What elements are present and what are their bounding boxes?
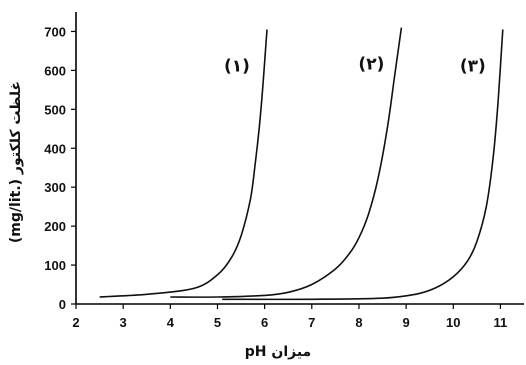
y-tick-label: 0 bbox=[59, 297, 66, 312]
x-tick-label: 4 bbox=[167, 315, 175, 330]
x-tick-label: 8 bbox=[355, 315, 362, 330]
series-label-3: (۳) bbox=[460, 57, 486, 77]
y-tick-label: 300 bbox=[44, 180, 66, 195]
y-tick-label: 600 bbox=[44, 63, 66, 78]
curves bbox=[99, 27, 504, 301]
series-label-1: (۱) bbox=[224, 57, 250, 77]
series-line-2 bbox=[170, 27, 403, 298]
y-tick-label: 500 bbox=[44, 102, 66, 117]
x-tick-label: 2 bbox=[72, 315, 79, 330]
x-tick-label: 11 bbox=[494, 315, 508, 330]
y-tick-label: 700 bbox=[44, 24, 66, 39]
x-tick-label: 10 bbox=[446, 315, 460, 330]
series-line-3 bbox=[222, 29, 504, 301]
y-tick-label: 400 bbox=[44, 141, 66, 156]
y-tick-label: 200 bbox=[44, 219, 66, 234]
x-tick-label: 5 bbox=[214, 315, 221, 330]
x-tick-label: 9 bbox=[402, 315, 409, 330]
y-axis-label: غلظت کلکتور (.mg/lit) bbox=[8, 81, 24, 243]
x-tick-label: 7 bbox=[308, 315, 315, 330]
series-line-1 bbox=[99, 29, 268, 298]
axes bbox=[75, 12, 524, 305]
x-tick-label: 6 bbox=[261, 315, 268, 330]
series-label-2: (۲) bbox=[358, 55, 384, 75]
curve-labels: (۱) (۲) (۳) bbox=[224, 55, 486, 77]
x-axis-label: میزان pH bbox=[245, 344, 311, 360]
ticks: 2 3 4 5 6 7 8 9 10 11 0 100 200 300 400 500 600 700 bbox=[44, 24, 507, 330]
y-tick-label: 100 bbox=[44, 258, 66, 273]
x-tick-label: 3 bbox=[120, 315, 127, 330]
